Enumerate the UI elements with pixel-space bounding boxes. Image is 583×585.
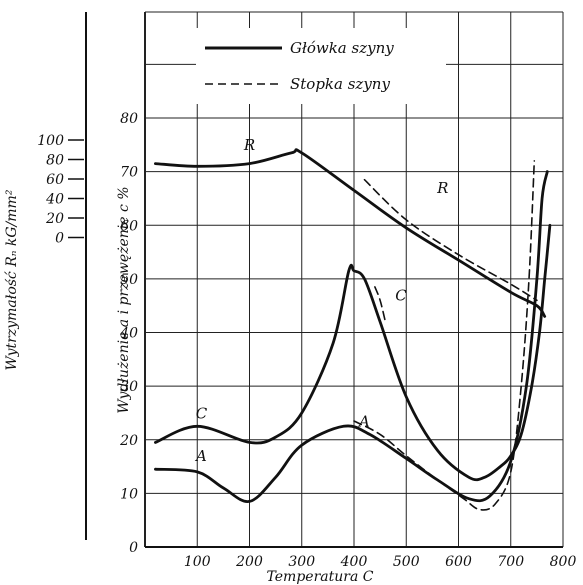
y-tick-label: 50 [120,272,138,288]
y-tick-label: 20 [119,433,138,449]
y-tick-label: 40 [119,326,138,342]
x-tick-label: 600 [445,554,472,570]
series-line-c-solid [154,223,552,482]
curve-label-c: C [395,286,407,304]
y2-tick-label: 40 [45,192,64,208]
curve-label-r: R [243,136,255,154]
y-tick-label: 10 [120,486,138,502]
curve-label-a: A [194,447,207,465]
series-line-a-solid [154,170,549,503]
y-axis-title: Wydłużenie a i przewężenie c % [116,186,132,413]
x-tick-label: 500 [393,554,420,570]
y2-tick-label: 100 [37,133,64,149]
y-tick-label: 80 [120,111,138,127]
x-tick-label: 300 [288,554,315,570]
x-tick-label: 700 [497,554,524,570]
x-tick-label: 800 [550,554,577,570]
series-line-r-solid [154,148,547,318]
y-tick-label: 30 [120,379,138,395]
y-tick-label: 70 [120,165,138,181]
x-tick-label: 400 [340,554,368,570]
x-tick-label: 200 [235,554,263,570]
curve-label-r: R [436,179,448,197]
labels-layer: R R C C A A [194,136,448,465]
y2-tick-label: 60 [46,172,64,188]
y2-tick-label: 0 [55,231,64,247]
y-tick-label: 60 [120,218,138,234]
series-line-a-dashed [353,160,536,511]
legend: Główka szyny Stopka szyny [196,28,446,104]
legend-label-dashed: Stopka szyny [290,75,390,93]
series-line-c-dashed [374,286,387,323]
legend-box [196,28,446,104]
legend-label-solid: Główka szyny [290,39,394,57]
y-tick-label: 0 [129,540,138,556]
x-axis-title: Temperatura C [267,569,374,585]
y2-tick-label: 20 [45,211,64,227]
curve-label-a: A [357,412,370,430]
series-line-r-dashed [363,178,538,302]
series-layer [154,148,552,511]
curve-label-c: C [196,404,208,422]
y2-tick-label: 80 [46,153,64,169]
x-tick-label: 100 [184,554,211,570]
y2-axis-title: Wytrzymałość Rₙ kG/mm² [4,189,20,370]
axis-layer: 100 200 300 400 500 600 700 8000102030405060708… [37,12,576,570]
